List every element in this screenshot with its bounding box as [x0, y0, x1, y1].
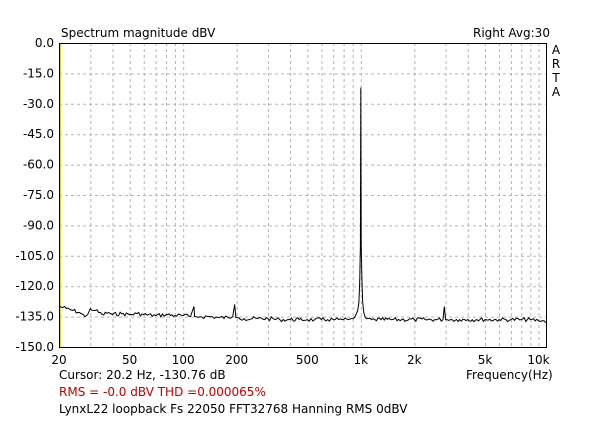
x-tick-label: 200	[225, 353, 248, 367]
y-tick-label: -150.0	[15, 340, 54, 354]
brand-letter-a2: A	[551, 85, 561, 99]
cursor-readout: Cursor: 20.2 Hz, -130.76 dB	[59, 368, 226, 382]
x-tick-label: 500	[296, 353, 319, 367]
measurement-info: LynxL22 loopback Fs 22050 FFT32768 Hanni…	[59, 402, 408, 416]
y-tick-label: 0.0	[35, 36, 54, 50]
y-tick-label: -45.0	[23, 127, 54, 141]
x-tick-labels: 20 50 100 200 500 1k 2k 5k 10k	[51, 353, 549, 367]
y-tick-label: -135.0	[15, 310, 54, 324]
y-tick-label: -30.0	[23, 97, 54, 111]
x-tick-label: 100	[172, 353, 195, 367]
y-tick-label: -120.0	[15, 279, 54, 293]
x-tick-label: 20	[51, 353, 66, 367]
x-tick-label: 2k	[407, 353, 422, 367]
y-tick-label: -90.0	[23, 218, 54, 232]
rms-thd-readout: RMS = -0.0 dBV THD =0.000065%	[59, 385, 266, 399]
chart-title: Spectrum magnitude dBV	[61, 26, 216, 40]
brand-letter-a: A	[551, 43, 561, 57]
grid-lines	[59, 43, 546, 348]
x-tick-label: 10k	[527, 353, 549, 367]
x-tick-label: 1k	[354, 353, 369, 367]
spectrum-trace	[58, 87, 547, 324]
channel-averaging-info: Right Avg:30	[473, 26, 550, 40]
y-tick-label: -105.0	[15, 249, 54, 263]
x-axis-label: Frequency(Hz)	[466, 368, 553, 382]
y-tick-labels: 0.0 -15.0 -30.0 -45.0 -60.0 -75.0 -90.0 -105.0 -…	[15, 36, 54, 354]
y-tick-label: -75.0	[23, 188, 54, 202]
x-tick-label: 50	[122, 353, 137, 367]
x-tick-label: 5k	[478, 353, 493, 367]
brand-letter-t: T	[552, 71, 560, 85]
y-tick-label: -60.0	[23, 158, 54, 172]
brand-letter-r: R	[551, 57, 561, 71]
y-tick-label: -15.0	[23, 66, 54, 80]
plot-frame	[59, 43, 547, 348]
